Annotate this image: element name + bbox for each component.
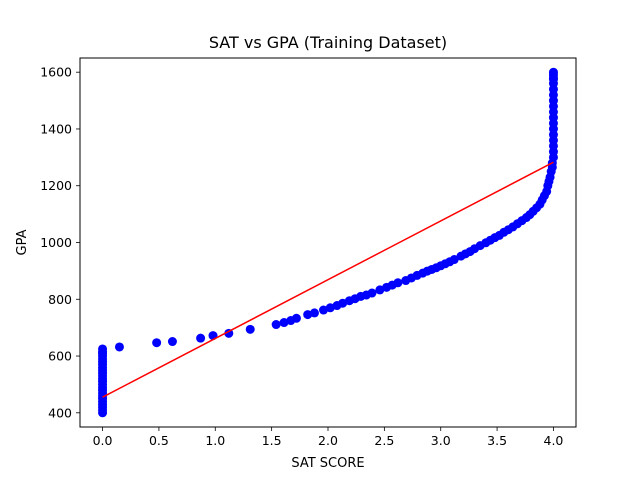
scatter-point: [449, 255, 459, 265]
scatter-point: [375, 285, 385, 295]
scatter-point: [309, 308, 319, 318]
y-axis-ticks: 400 600 800 1000 1200 1400 1600: [40, 65, 80, 420]
scatter-point: [367, 288, 377, 298]
x-axis-label: SAT SCORE: [291, 456, 364, 471]
scatter-points: [98, 67, 558, 418]
axes-frame: [79, 57, 577, 428]
scatter-point: [303, 310, 313, 320]
x-tick-label: 1.5: [262, 433, 282, 448]
x-tick-label: 1.0: [205, 433, 225, 448]
x-axis-ticks: 0.0 0.5 1.0 1.5 2.0 2.5 3.0 3.5 4.0: [93, 427, 564, 448]
x-tick-label: 0.0: [93, 433, 113, 448]
x-tick-label: 4.0: [544, 433, 564, 448]
x-tick-label: 3.5: [487, 433, 507, 448]
y-tick-label: 1200: [40, 178, 72, 193]
scatter-point: [279, 318, 289, 328]
y-tick-label: 1400: [40, 121, 72, 136]
scatter-point: [393, 278, 403, 288]
y-tick-label: 800: [48, 292, 72, 307]
scatter-point: [245, 324, 255, 334]
regression-line: [102, 161, 554, 398]
y-tick-label: 1000: [40, 235, 72, 250]
y-axis-label: GPA: [15, 229, 30, 255]
scatter-point: [196, 333, 206, 343]
x-tick-label: 3.0: [431, 433, 451, 448]
scatter-point: [271, 320, 281, 330]
y-tick-label: 600: [48, 349, 72, 364]
y-tick-label: 400: [48, 405, 72, 420]
scatter-point: [167, 337, 177, 347]
x-tick-label: 2.5: [374, 433, 394, 448]
scatter-point: [152, 338, 162, 348]
x-tick-label: 0.5: [149, 433, 169, 448]
scatter-point: [318, 305, 328, 315]
chart-title: SAT vs GPA (Training Dataset): [209, 33, 447, 52]
regression-line-layer: [102, 161, 554, 398]
scatter-point: [548, 73, 558, 83]
scatter-point: [114, 342, 124, 352]
y-tick-label: 1600: [40, 65, 72, 80]
scatter-point: [98, 344, 108, 354]
scatter-point: [224, 328, 234, 338]
x-tick-label: 2.0: [318, 433, 338, 448]
scatter-point: [338, 298, 348, 308]
scatter-point: [291, 313, 301, 323]
scatter-point: [325, 303, 335, 313]
